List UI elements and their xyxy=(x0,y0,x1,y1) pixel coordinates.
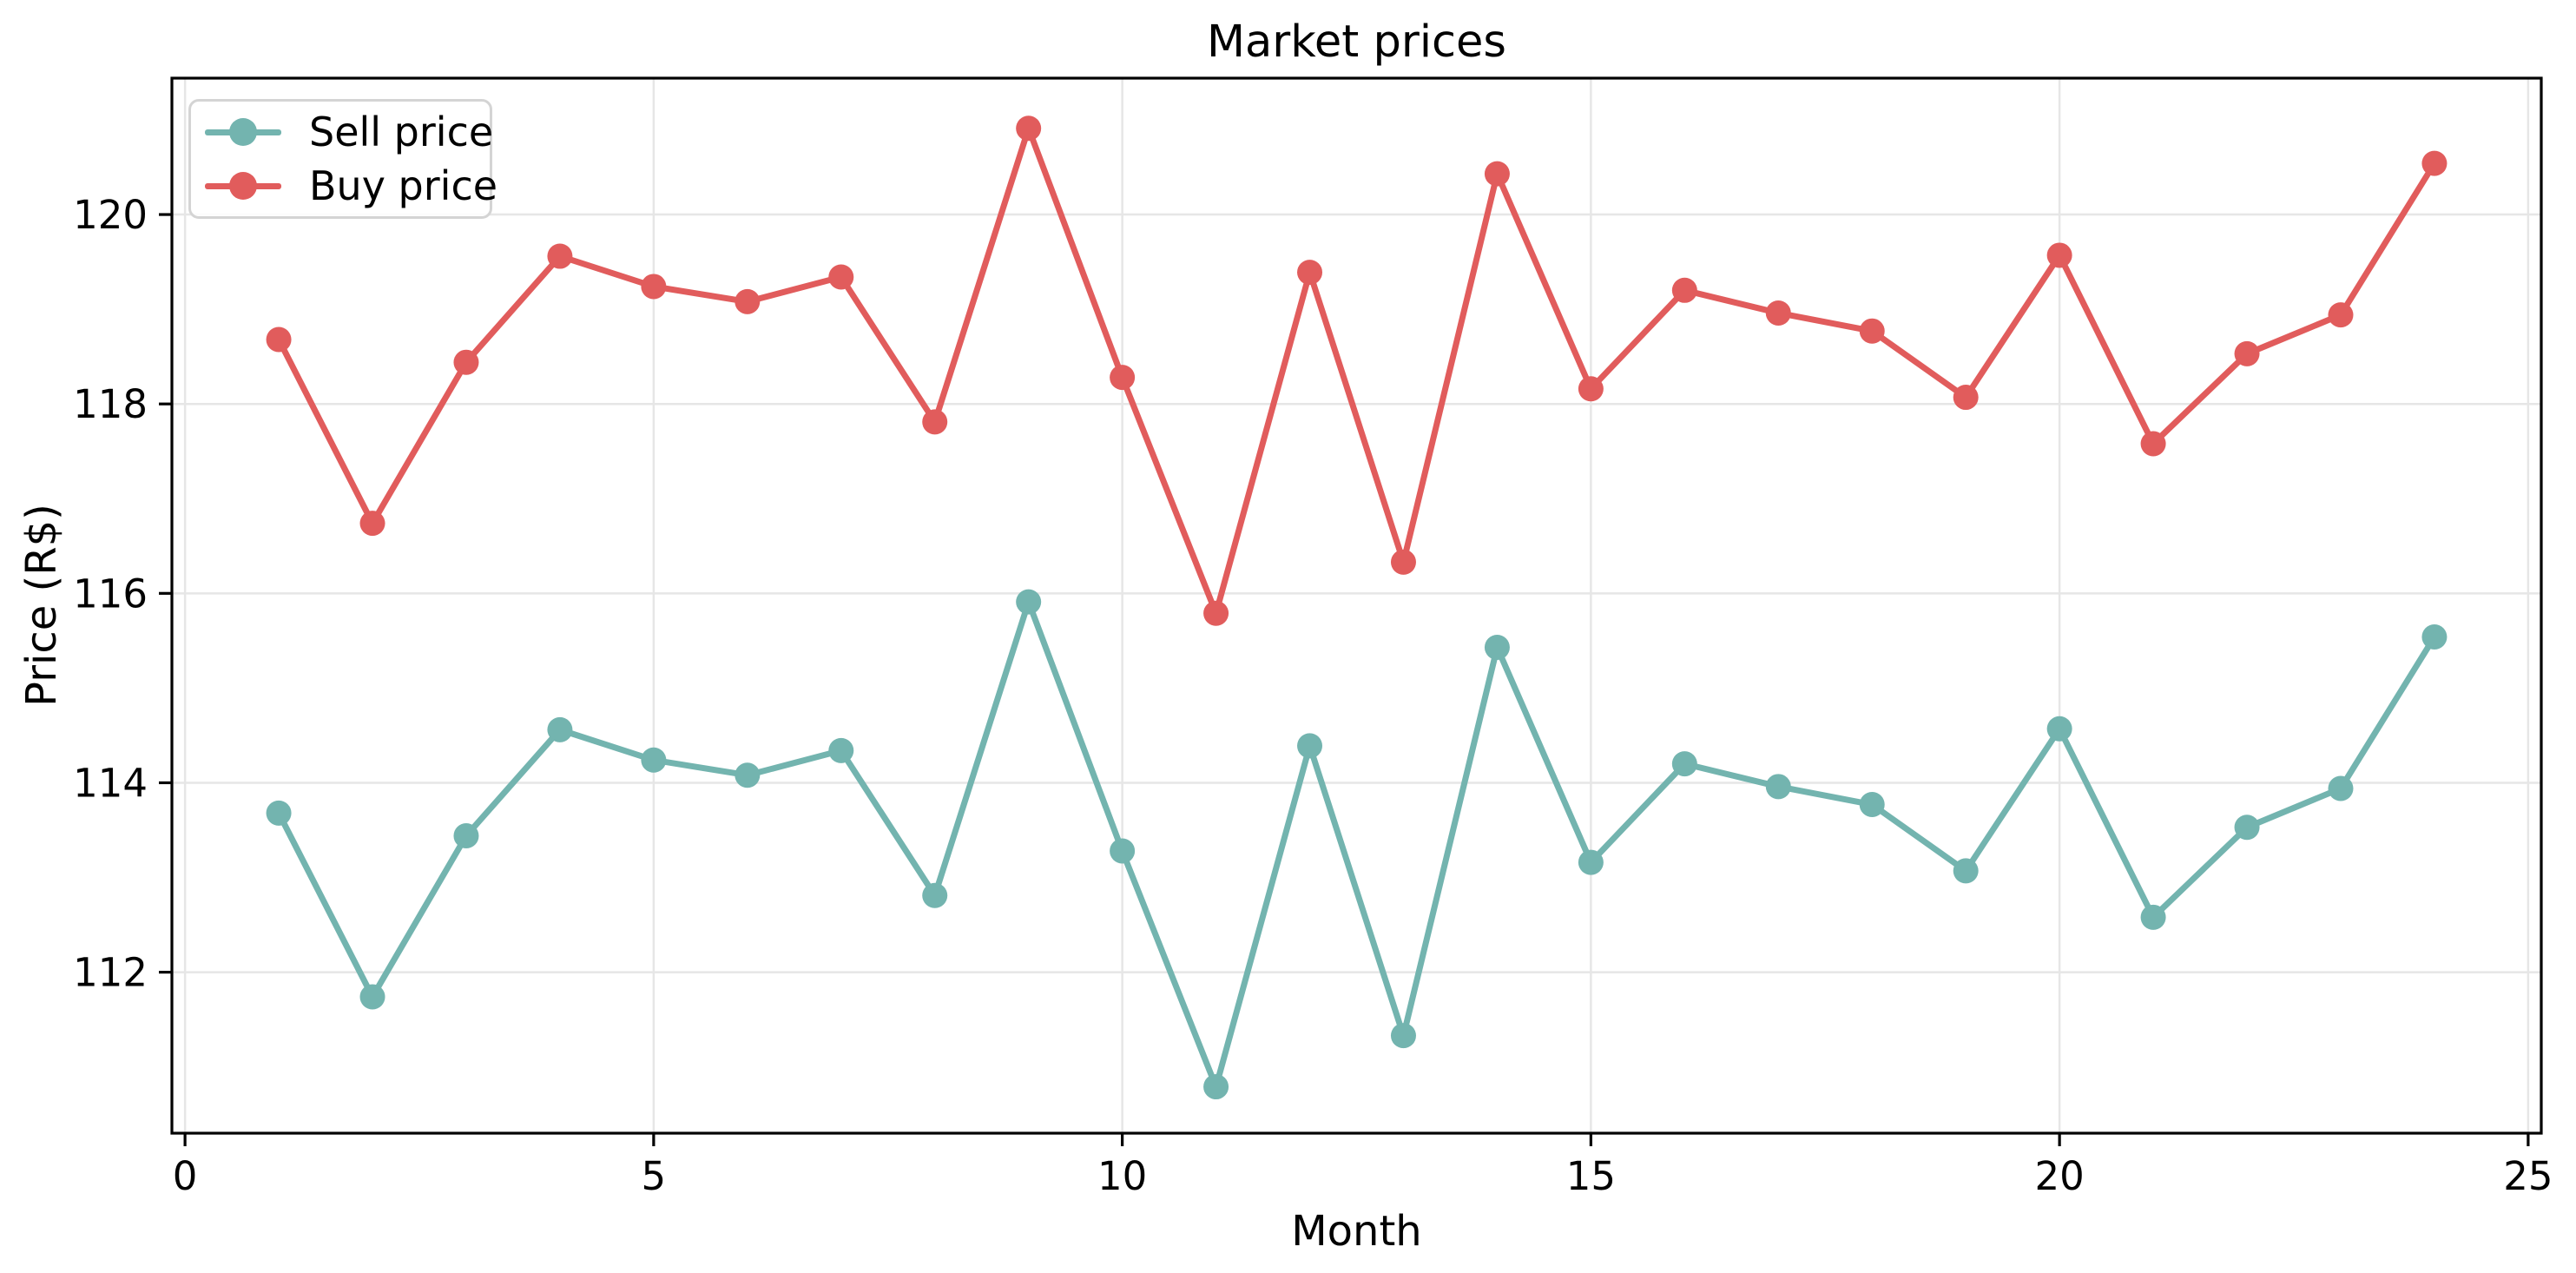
y-tick-label: 112 xyxy=(73,950,148,996)
legend-item: Buy price xyxy=(205,161,497,211)
data-point-buy xyxy=(922,409,948,435)
legend-label: Buy price xyxy=(309,162,498,209)
x-tick-label: 20 xyxy=(2034,1153,2084,1199)
data-point-buy xyxy=(641,274,667,300)
data-point-buy xyxy=(453,349,479,375)
data-point-sell xyxy=(1953,858,1979,884)
x-tick-label: 15 xyxy=(1566,1153,1616,1199)
data-point-sell xyxy=(1484,634,1510,660)
data-point-buy xyxy=(2328,302,2354,328)
data-point-buy xyxy=(266,326,292,353)
y-tick-label: 120 xyxy=(73,192,148,238)
data-point-sell xyxy=(1859,792,1885,818)
series-line-buy xyxy=(275,125,2438,617)
legend-swatch xyxy=(205,171,281,201)
y-tick-label: 118 xyxy=(73,381,148,427)
data-point-sell xyxy=(1765,774,1791,800)
data-point-buy xyxy=(1671,277,1697,303)
data-point-buy xyxy=(2234,340,2260,366)
data-point-buy xyxy=(547,243,573,269)
data-point-sell xyxy=(547,716,573,742)
y-tick-label: 116 xyxy=(73,571,148,617)
legend-label: Sell price xyxy=(309,109,494,155)
data-point-buy xyxy=(1297,260,1323,286)
legend-item: Sell price xyxy=(205,107,493,157)
data-point-sell xyxy=(735,762,761,788)
data-point-sell xyxy=(641,747,667,773)
chart-title: Market prices xyxy=(1206,16,1507,68)
data-point-buy xyxy=(1016,115,1042,142)
data-point-buy xyxy=(1859,318,1885,344)
data-point-buy xyxy=(828,264,854,290)
x-tick-label: 0 xyxy=(173,1153,198,1199)
data-point-sell xyxy=(1297,733,1323,759)
data-point-sell xyxy=(1016,589,1042,615)
data-point-sell xyxy=(1390,1023,1416,1049)
data-point-buy xyxy=(1484,161,1510,187)
x-axis-label: Month xyxy=(1291,1207,1422,1256)
data-point-buy xyxy=(1110,365,1136,391)
legend: Sell price Buy price xyxy=(188,99,497,219)
data-point-buy xyxy=(1203,600,1229,626)
data-point-buy xyxy=(1390,549,1416,575)
legend-dot-icon xyxy=(229,118,257,146)
x-tick-label: 10 xyxy=(1097,1153,1147,1199)
data-point-sell xyxy=(828,737,854,763)
data-point-buy xyxy=(735,288,761,314)
x-tick-label: 5 xyxy=(642,1153,667,1199)
axes-frame xyxy=(170,76,2543,1135)
x-tick-label: 25 xyxy=(2503,1153,2553,1199)
y-axis-label: Price (R$) xyxy=(17,504,66,707)
data-point-sell xyxy=(1578,849,1604,875)
data-point-sell xyxy=(1671,751,1697,777)
legend-swatch xyxy=(205,117,281,147)
data-point-sell xyxy=(266,800,292,826)
data-point-sell xyxy=(2140,904,2166,930)
data-point-sell xyxy=(359,984,385,1010)
data-point-sell xyxy=(2046,716,2072,742)
series-line-sell xyxy=(275,598,2438,1091)
data-point-buy xyxy=(2421,150,2448,176)
data-point-sell xyxy=(1203,1074,1229,1100)
legend-dot-icon xyxy=(229,172,257,200)
data-point-buy xyxy=(359,511,385,537)
y-tick-label: 114 xyxy=(73,760,148,806)
data-point-sell xyxy=(2234,815,2260,841)
data-point-sell xyxy=(1110,838,1136,864)
data-point-sell xyxy=(922,882,948,908)
data-point-sell xyxy=(2421,623,2448,650)
data-point-buy xyxy=(1953,385,1979,411)
data-point-buy xyxy=(1578,376,1604,402)
data-point-buy xyxy=(2140,431,2166,457)
data-point-buy xyxy=(2046,242,2072,268)
data-point-sell xyxy=(453,823,479,849)
data-point-sell xyxy=(2328,775,2354,801)
data-point-buy xyxy=(1765,300,1791,326)
